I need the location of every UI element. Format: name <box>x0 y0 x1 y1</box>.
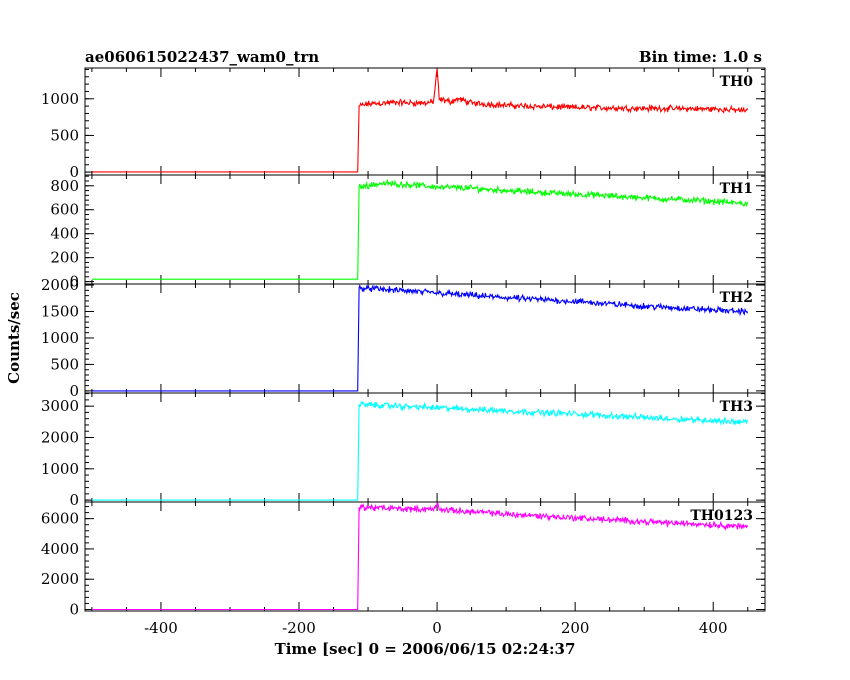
y-tick-label: 500 <box>50 355 79 373</box>
chart-title: ae060615022437_wam0_trn <box>85 48 319 66</box>
bin-time-label: Bin time: 1.0 s <box>639 48 762 66</box>
series-line-th1 <box>91 178 749 280</box>
panel-label: TH1 <box>720 181 753 197</box>
y-tick-label: 800 <box>50 177 79 195</box>
panels: 0 500 1000 TH0 0 200 400 600 800 TH1 0 500 1000 1500 2… <box>41 67 766 637</box>
panel-frame <box>84 392 766 503</box>
y-tick-label: 0 <box>69 491 79 509</box>
x-tick-label: 200 <box>561 619 590 637</box>
y-tick-label: 200 <box>50 249 79 267</box>
y-axis-title: Counts/sec <box>5 292 23 384</box>
y-tick-label: 1000 <box>41 90 79 108</box>
y-tick-label: 6000 <box>41 510 79 528</box>
y-tick-label: 1000 <box>41 329 79 347</box>
panel-label: TH2 <box>720 290 753 306</box>
x-tick-label: -200 <box>282 619 316 637</box>
y-tick-label: 600 <box>50 201 79 219</box>
y-tick-label: 1000 <box>41 460 79 478</box>
y-tick-label: 3000 <box>41 397 79 415</box>
panel-label: TH0123 <box>690 508 753 524</box>
panel-th3: 0 1000 2000 3000 TH3 <box>41 392 766 509</box>
x-tick-label: -400 <box>144 619 178 637</box>
y-tick-label: 500 <box>50 126 79 144</box>
panel-frame <box>84 67 766 176</box>
panel-frame <box>84 174 766 285</box>
panel-label: TH0 <box>720 74 754 90</box>
panel-th1: 0 200 400 600 800 TH1 <box>50 174 766 291</box>
panel-th2: 0 500 1000 1500 2000 TH2 <box>41 276 766 400</box>
x-axis-title: Time [sec] 0 = 2006/06/15 02:24:37 <box>275 640 576 658</box>
y-tick-label: 2000 <box>41 428 79 446</box>
series-line-th2 <box>91 283 749 392</box>
x-tick-label: 400 <box>699 619 728 637</box>
series-line-th0123 <box>91 502 749 611</box>
y-tick-label: 0 <box>69 273 79 291</box>
panel-th0123: 0 2000 4000 6000 TH0123 <box>41 501 766 618</box>
y-tick-label: 0 <box>69 163 79 181</box>
y-tick-label: 400 <box>50 225 79 243</box>
series-line-th3 <box>91 401 749 501</box>
y-tick-label: 0 <box>69 382 79 400</box>
panel-frame <box>84 283 766 394</box>
panel-th0: 0 500 1000 TH0 <box>41 67 766 181</box>
y-tick-label: 2000 <box>41 276 79 294</box>
x-tick-label: 0 <box>432 619 442 637</box>
panel-frame <box>84 501 766 612</box>
series-line-th0 <box>91 68 749 173</box>
y-tick-label: 0 <box>69 600 79 618</box>
y-tick-label: 1500 <box>41 303 79 321</box>
panel-label: TH3 <box>720 399 753 415</box>
y-tick-label: 2000 <box>41 570 79 588</box>
y-tick-label: 4000 <box>41 540 79 558</box>
